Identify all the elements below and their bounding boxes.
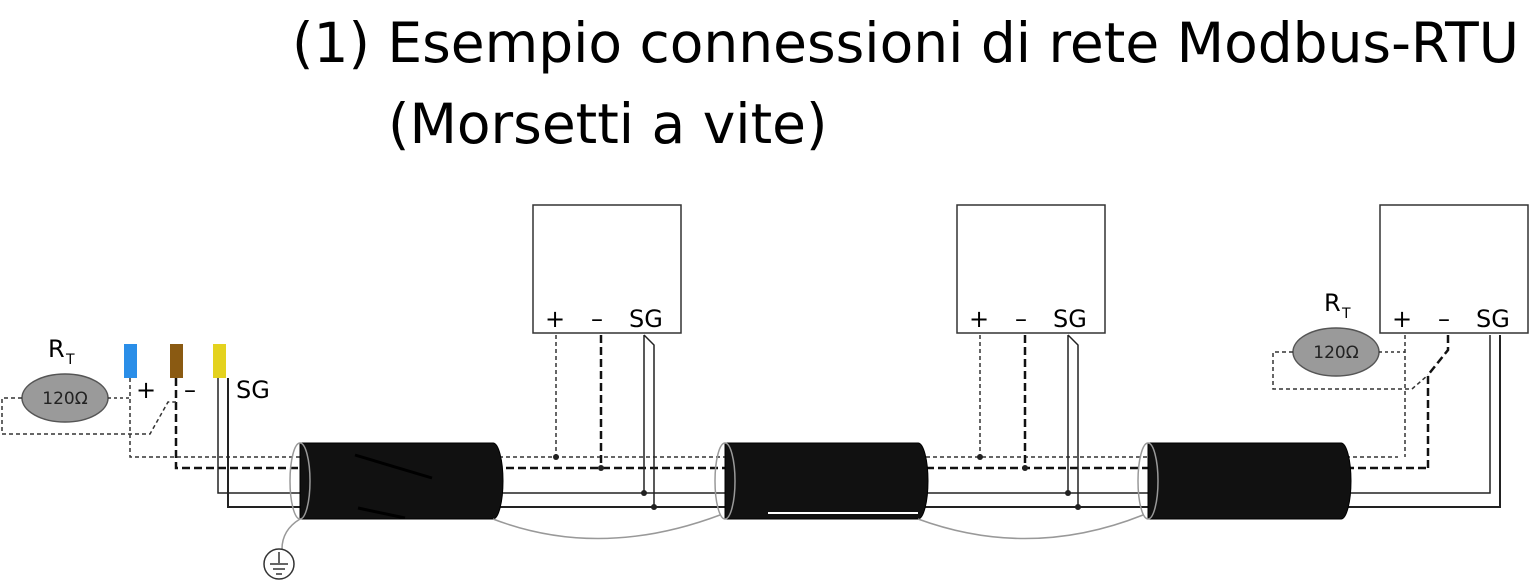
left-plus-label: + [136,376,156,404]
cable-segment-3 [1137,442,1352,520]
device3-drops [1404,335,1450,468]
device2-plus-label: + [969,305,989,333]
cable-segment-2 [714,442,929,520]
minus-wire-marker [170,344,183,378]
device3-sg-label: SG [1476,305,1510,333]
device1-drops [553,334,657,510]
right-rt-symbol: R [1324,289,1341,317]
ground-icon [263,548,295,580]
plus-bus-line [129,378,1398,458]
slave-device-2: + – SG [956,204,1106,334]
device2-sg-label: SG [1053,305,1087,333]
left-termination-resistor: R T 120Ω [1,335,176,435]
device3-minus-label: – [1438,305,1450,333]
slave-device-3: + – SG [1379,204,1529,334]
shield-drain-wires [281,514,1144,550]
device2-minus-label: – [1015,305,1027,333]
left-sg-label: SG [236,376,270,404]
right-resistor-value: 120Ω [1313,343,1358,363]
diagram-subtitle: (Morsetti a vite) [388,92,828,156]
plus-wire-marker [124,344,137,378]
left-terminal-block: + – SG [124,344,270,404]
device2-drops [977,334,1081,510]
minus-bus-line [174,378,1428,470]
left-resistor-value: 120Ω [42,389,87,409]
left-minus-label: – [184,376,196,404]
device1-plus-label: + [545,305,565,333]
left-rt-subscript: T [65,352,75,368]
right-rt-subscript: T [1341,306,1351,322]
diagram-title: (1) Esempio connessioni di rete Modbus-R… [292,11,1519,75]
left-rt-symbol: R [48,335,65,363]
right-termination-resistor: R T 120Ω [1272,289,1429,390]
device1-sg-label: SG [629,305,663,333]
cable-segment-1 [289,442,504,520]
device1-minus-label: – [591,305,603,333]
slave-device-1: + – SG [532,204,682,334]
sg-wire-marker [213,344,226,378]
device3-plus-label: + [1392,305,1412,333]
